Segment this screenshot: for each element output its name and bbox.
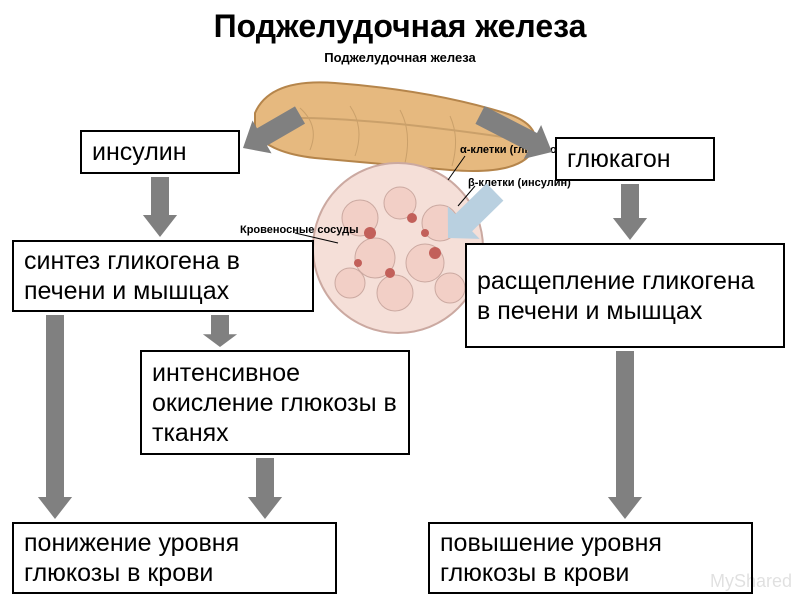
flow-arrow xyxy=(143,177,177,237)
box-lower: понижение уровня глюкозы в крови xyxy=(12,522,337,594)
flow-arrow xyxy=(613,184,647,240)
img-label-alpha: α-клетки (глюкагон) xyxy=(460,145,567,157)
box-raise: повышение уровня глюкозы в крови xyxy=(428,522,753,594)
box-glycogen_synth: синтез гликогена в печени и мышцах xyxy=(12,240,314,312)
flow-arrow xyxy=(608,351,642,519)
page-title: Поджелудочная железа xyxy=(0,8,800,45)
flow-arrow xyxy=(203,315,237,347)
img-label-vessels: Кровеносные сосуды xyxy=(240,225,358,237)
box-oxidation: интенсивное окисление глюкозы в тканях xyxy=(140,350,410,455)
box-glycogen_break: расщепление гликогена в печени и мышцах xyxy=(465,243,785,348)
box-glucagon: глюкагон xyxy=(555,137,715,181)
watermark: MyShared xyxy=(710,571,792,592)
box-insulin: инсулин xyxy=(80,130,240,174)
flow-arrow xyxy=(248,458,282,519)
flow-arrow xyxy=(38,315,72,519)
